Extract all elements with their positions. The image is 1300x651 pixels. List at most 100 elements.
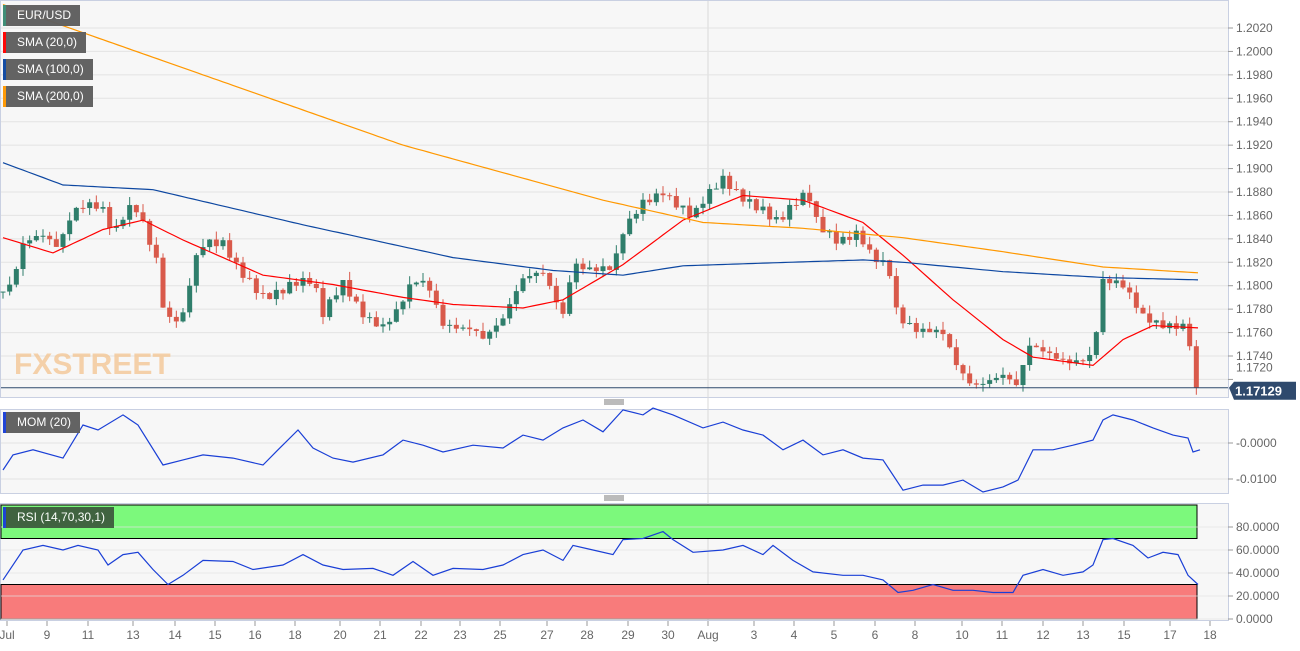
candle-up[interactable]	[447, 324, 453, 326]
candle-down[interactable]	[553, 285, 559, 303]
candle-down[interactable]	[1147, 313, 1153, 323]
candle-down[interactable]	[1060, 358, 1066, 360]
candle-down[interactable]	[1047, 351, 1053, 354]
candle-up[interactable]	[620, 234, 626, 254]
candle-up[interactable]	[1167, 323, 1173, 329]
candle-up[interactable]	[980, 383, 986, 385]
candle-down[interactable]	[673, 196, 679, 208]
candle-up[interactable]	[600, 266, 606, 272]
candle-up[interactable]	[987, 380, 993, 384]
candle-down[interactable]	[727, 175, 733, 190]
candle-up[interactable]	[73, 207, 79, 221]
candle-down[interactable]	[153, 244, 159, 258]
candle-up[interactable]	[680, 205, 686, 208]
candle-up[interactable]	[13, 269, 19, 285]
candle-down[interactable]	[667, 195, 673, 197]
candle-down[interactable]	[887, 260, 893, 277]
candle-up[interactable]	[193, 255, 199, 286]
candle-up[interactable]	[720, 175, 726, 189]
candle-down[interactable]	[900, 307, 906, 324]
candle-down[interactable]	[1013, 379, 1019, 386]
candle-up[interactable]	[573, 263, 579, 283]
candle-up[interactable]	[933, 329, 939, 333]
legend-mom[interactable]: MOM (20)	[3, 412, 80, 433]
candle-up[interactable]	[333, 295, 339, 300]
candle-down[interactable]	[1107, 278, 1113, 284]
candle-up[interactable]	[513, 291, 519, 305]
candle-up[interactable]	[187, 285, 193, 313]
candle-down[interactable]	[320, 288, 326, 318]
candle-up[interactable]	[287, 281, 293, 294]
candle-up[interactable]	[27, 240, 33, 244]
candle-down[interactable]	[1133, 292, 1139, 308]
candle-up[interactable]	[993, 377, 999, 381]
candle-up[interactable]	[920, 328, 926, 332]
candle-down[interactable]	[1053, 353, 1059, 359]
candle-down[interactable]	[867, 244, 873, 250]
candle-up[interactable]	[0, 291, 6, 293]
candle-up[interactable]	[533, 272, 539, 277]
candle-up[interactable]	[747, 199, 753, 202]
candle-down[interactable]	[1160, 320, 1166, 329]
candle-up[interactable]	[627, 218, 633, 235]
candle-up[interactable]	[827, 231, 833, 233]
candle-down[interactable]	[353, 296, 359, 302]
candle-down[interactable]	[767, 206, 773, 220]
candle-up[interactable]	[700, 203, 706, 208]
candle-up[interactable]	[120, 219, 126, 227]
candle-up[interactable]	[800, 192, 806, 205]
candle-down[interactable]	[607, 266, 613, 270]
candle-down[interactable]	[953, 347, 959, 366]
candle-up[interactable]	[640, 199, 646, 214]
candle-up[interactable]	[567, 282, 573, 314]
candle-up[interactable]	[127, 205, 133, 220]
candle-up[interactable]	[60, 234, 66, 247]
candle-down[interactable]	[833, 231, 839, 244]
candle-up[interactable]	[400, 301, 406, 310]
candle-down[interactable]	[93, 202, 99, 209]
candle-down[interactable]	[373, 317, 379, 327]
candle-up[interactable]	[1093, 332, 1099, 355]
candle-down[interactable]	[807, 192, 813, 202]
candle-up[interactable]	[340, 280, 346, 296]
candle-down[interactable]	[580, 263, 586, 270]
candle-down[interactable]	[133, 205, 139, 213]
candle-up[interactable]	[367, 317, 373, 319]
candle-down[interactable]	[480, 330, 486, 339]
candle-up[interactable]	[413, 282, 419, 285]
candle-up[interactable]	[853, 230, 859, 240]
candle-down[interactable]	[1033, 345, 1039, 348]
candle-up[interactable]	[613, 253, 619, 270]
candle-down[interactable]	[1140, 307, 1146, 314]
candle-up[interactable]	[520, 278, 526, 292]
candle-up[interactable]	[840, 236, 846, 244]
candle-down[interactable]	[927, 328, 933, 333]
candle-down[interactable]	[733, 189, 739, 191]
candle-down[interactable]	[233, 257, 239, 263]
candle-up[interactable]	[707, 188, 713, 204]
candle-up[interactable]	[653, 193, 659, 203]
candle-up[interactable]	[787, 204, 793, 220]
candle-up[interactable]	[1000, 374, 1006, 378]
candle-up[interactable]	[760, 206, 766, 211]
candle-up[interactable]	[633, 213, 639, 219]
candle-down[interactable]	[860, 230, 866, 245]
candle-down[interactable]	[1067, 359, 1073, 364]
candle-up[interactable]	[487, 331, 493, 339]
candle-up[interactable]	[40, 235, 46, 237]
candle-up[interactable]	[220, 240, 226, 247]
candle-up[interactable]	[393, 309, 399, 322]
candle-down[interactable]	[947, 334, 953, 348]
candle-down[interactable]	[1187, 323, 1193, 347]
candle-down[interactable]	[1193, 346, 1199, 388]
candle-down[interactable]	[940, 329, 946, 335]
candle-up[interactable]	[100, 207, 106, 209]
candle-up[interactable]	[420, 280, 426, 283]
candle-down[interactable]	[260, 293, 266, 295]
candle-down[interactable]	[440, 304, 446, 326]
candle-down[interactable]	[873, 249, 879, 262]
candle-down[interactable]	[247, 277, 253, 279]
candle-down[interactable]	[780, 217, 786, 220]
candle-down[interactable]	[547, 272, 553, 286]
